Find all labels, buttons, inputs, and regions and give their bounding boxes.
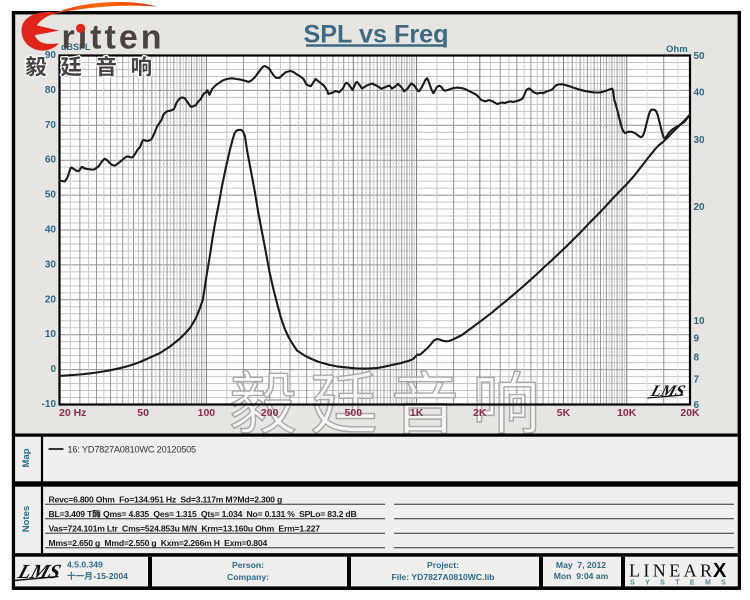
svg-text:30: 30 [694,135,706,146]
svg-text:0: 0 [50,364,56,375]
svg-text:80: 80 [45,85,57,96]
svg-text:BL=3.409 T: BL=3.409 T [49,509,94,519]
svg-text:rıtten: rıtten [62,19,165,57]
svg-text:70: 70 [45,120,57,131]
svg-text:Project:: Project: [427,560,459,570]
svg-text:7: 7 [694,375,700,386]
svg-text:30: 30 [45,259,57,270]
svg-text:50: 50 [45,190,57,201]
svg-text:90: 90 [45,50,57,61]
svg-text:File: YD7827A0810WC.lib: File: YD7827A0810WC.lib [391,572,494,582]
svg-text:Notes: Notes [21,506,32,532]
svg-text:dBSPL: dBSPL [61,42,91,52]
svg-text:SPL vs Freq: SPL vs Freq [303,21,448,49]
svg-text:Qms= 4.835 Qes= 1.315 Qts= 1: Qms= 4.835 Qes= 1.315 Qts= 1.034 No= 0.1… [103,509,356,519]
svg-text:Ohm: Ohm [666,44,688,55]
svg-text:1K: 1K [410,407,424,419]
svg-text:20 Hz: 20 Hz [59,407,86,419]
svg-text:8: 8 [694,353,700,364]
svg-text:LINEAR: LINEAR [629,561,715,581]
svg-text:20: 20 [45,294,57,305]
svg-text:Vas=724.101m Ltr Cms=524.853u: Vas=724.101m Ltr Cms=524.853u M/N Krm=13… [49,524,321,534]
svg-text:Revc=6.800 Ohm Fo=134.951 Hz: Revc=6.800 Ohm Fo=134.951 Hz Sd=3.117m M… [49,495,283,505]
svg-text:40: 40 [45,225,57,236]
svg-text:10: 10 [45,329,57,340]
svg-text:2K: 2K [473,407,487,419]
svg-text:100: 100 [198,407,216,419]
svg-text:9: 9 [694,333,700,344]
svg-text:-10: -10 [42,399,57,410]
svg-text:5K: 5K [557,407,571,419]
svg-text:40: 40 [694,88,706,99]
svg-text:200: 200 [261,407,279,419]
svg-text:10K: 10K [617,407,637,419]
svg-text:50: 50 [137,407,149,419]
svg-text:50: 50 [694,51,706,62]
svg-text:May 7, 2012: May 7, 2012 [556,560,606,570]
svg-text:4.5.0.349: 4.5.0.349 [67,560,103,570]
svg-text:Mms=2.650 g Mmd=2.550 g Kxm=: Mms=2.650 g Mmd=2.550 g Kxm=2.266m H Exm… [49,538,268,548]
svg-text:20K: 20K [680,407,700,419]
svg-text:SYSTEMS: SYSTEMS [630,580,736,587]
svg-text:-15-2004: -15-2004 [94,571,129,581]
svg-text:60: 60 [45,155,57,166]
svg-text:X: X [713,560,727,582]
svg-text:Map: Map [21,448,32,467]
svg-text:6: 6 [694,400,700,411]
svg-text:20: 20 [694,202,706,213]
svg-text:16: YD7827A0810WC 20120505: 16: YD7827A0810WC 20120505 [68,445,197,455]
svg-text:500: 500 [345,407,363,419]
svg-text:Person:: Person: [232,560,264,570]
svg-text:Mon 9:04 am: Mon 9:04 am [554,571,609,581]
svg-text:10: 10 [694,316,706,327]
svg-text:Company:: Company: [227,572,269,582]
